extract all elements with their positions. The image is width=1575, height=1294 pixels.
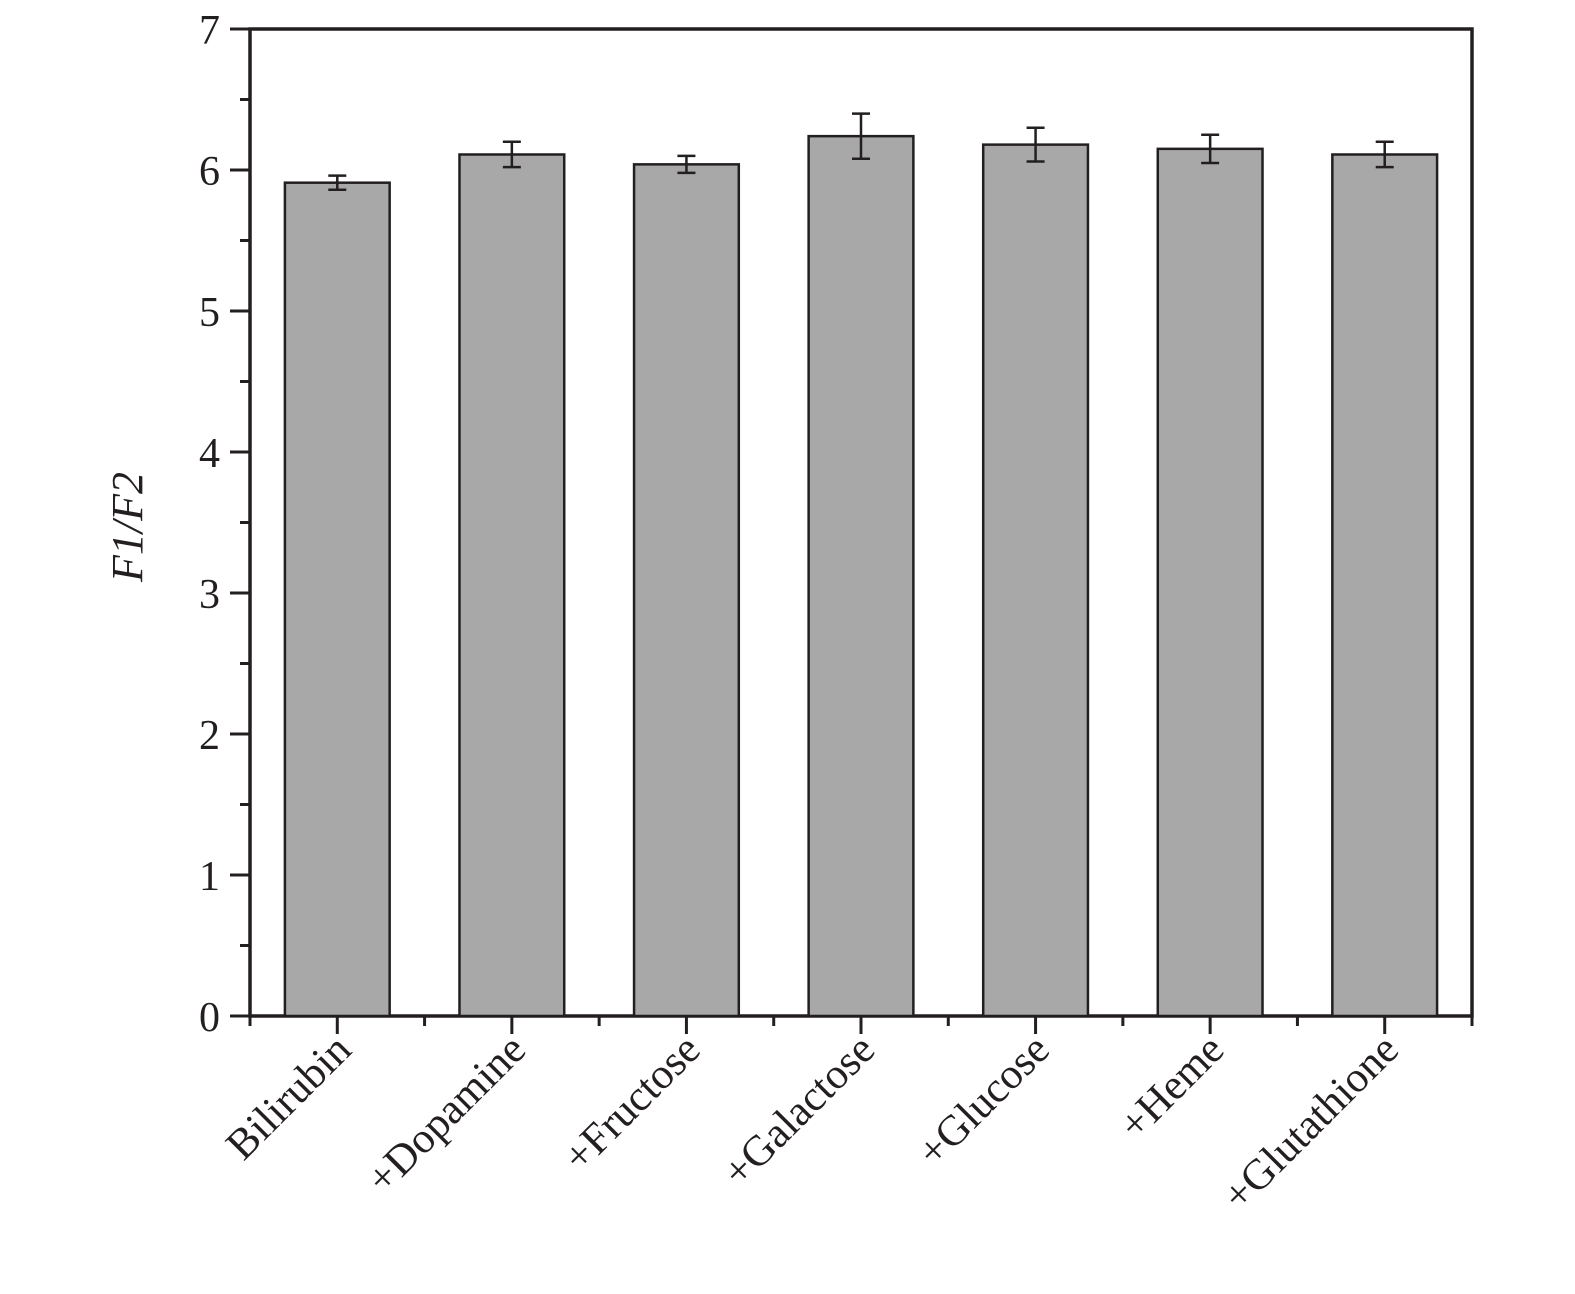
y-tick-label: 0 xyxy=(199,995,220,1041)
error-bars-group xyxy=(328,112,1394,191)
x-axis: Bilirubin+Dopamine +Fructose +Galactose +Gl… xyxy=(217,1016,1474,1220)
y-tick-label: 5 xyxy=(199,290,220,336)
y-tick-label: 3 xyxy=(199,572,220,618)
x-tick-label: +Heme xyxy=(1110,1026,1233,1149)
bar xyxy=(458,153,566,1018)
x-tick-label: +Glucose xyxy=(909,1026,1059,1176)
x-tick-label: +Fructose xyxy=(554,1026,709,1181)
x-tick-label: +Glutathione xyxy=(1214,1026,1408,1220)
y-tick-label: 2 xyxy=(199,713,220,759)
bar xyxy=(1331,153,1439,1018)
x-tick-label: Bilirubin xyxy=(217,1026,360,1169)
bar xyxy=(283,181,391,1018)
bar xyxy=(632,163,741,1018)
bars-group xyxy=(283,134,1439,1018)
y-axis-title: F1/F2 xyxy=(103,472,152,583)
y-tick-label: 1 xyxy=(199,854,220,900)
y-tick-label: 4 xyxy=(199,431,220,477)
bar xyxy=(807,134,915,1018)
y-tick-label: 6 xyxy=(199,149,220,195)
y-axis: 0 1 2 3 4 5 6 7 xyxy=(199,8,250,1041)
x-tick-label: +Dopamine xyxy=(358,1026,535,1203)
y-tick-label: 7 xyxy=(199,8,220,54)
bar xyxy=(1156,147,1264,1018)
x-tick-label: +Galactose xyxy=(714,1026,884,1196)
bar xyxy=(981,143,1090,1018)
